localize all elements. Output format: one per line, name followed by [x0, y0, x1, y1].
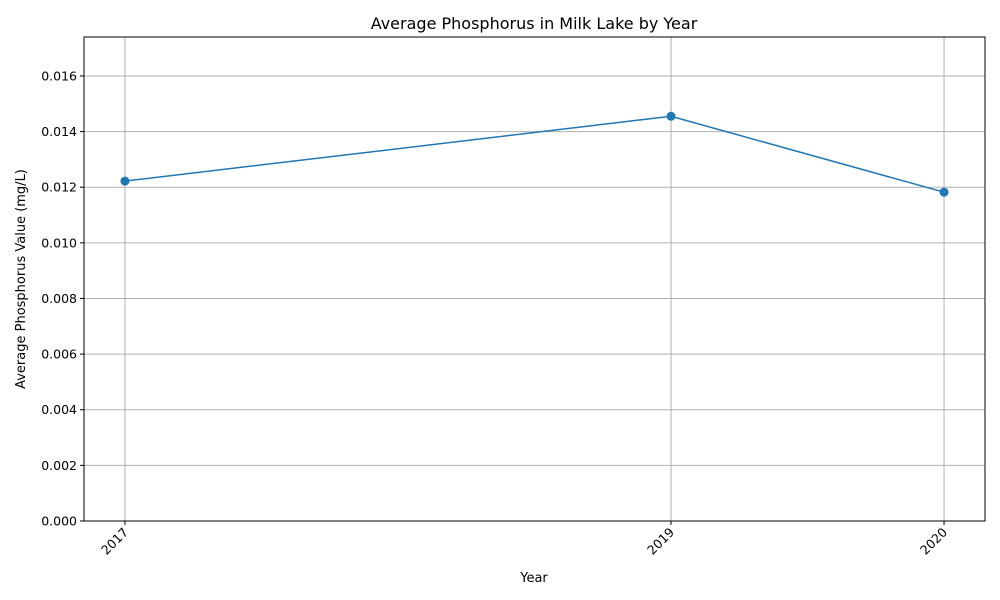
grid-lines — [84, 37, 985, 522]
y-axis-ticks: 0.000 0.002 0.004 0.006 0.008 0.010 0.012 0.014… — [41, 68, 84, 529]
y-tick-label: 0.008 — [41, 291, 77, 306]
data-point — [120, 176, 130, 186]
data-point — [666, 111, 676, 121]
y-tick-label: 0.002 — [41, 458, 77, 473]
y-tick-label: 0.010 — [41, 235, 77, 250]
x-tick-label: 2020 — [917, 524, 950, 557]
x-axis-label: Year — [519, 571, 548, 586]
x-tick-label: 2019 — [644, 524, 677, 557]
data-point — [939, 187, 949, 197]
series-line — [124, 115, 945, 193]
x-axis-ticks: 2017 2019 2020 — [98, 521, 950, 558]
x-tick-label: 2017 — [98, 525, 131, 558]
y-tick-label: 0.014 — [41, 124, 77, 139]
y-tick-label: 0.012 — [41, 180, 77, 195]
series-layer — [120, 111, 949, 197]
plot-frame — [83, 36, 986, 522]
chart-title: Average Phosphorus in Milk Lake by Year — [371, 14, 698, 33]
y-tick-label: 0.004 — [41, 402, 77, 417]
y-axis-label: Average Phosphorus Value (mg/L) — [14, 169, 29, 389]
y-tick-label: 0.006 — [41, 347, 77, 362]
y-tick-label: 0.016 — [41, 68, 77, 83]
y-tick-label: 0.000 — [41, 514, 77, 529]
